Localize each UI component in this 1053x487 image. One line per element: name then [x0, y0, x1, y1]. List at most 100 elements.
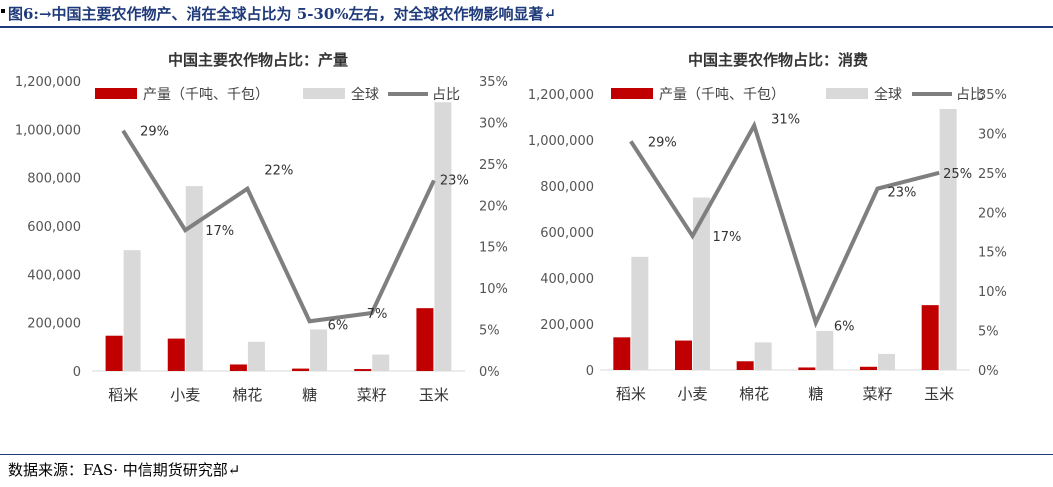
legend-swatch-world: [303, 88, 345, 99]
y-left-tick-label: 1,000,000: [15, 123, 81, 138]
bar-world-糖: [310, 329, 328, 371]
y-left-tick-label: 400,000: [540, 272, 594, 287]
chart-legend: 产量（千吨、千包） 全球 占比: [611, 86, 984, 103]
category-label: 稻米: [108, 386, 138, 404]
bar-world-棉花: [754, 342, 772, 370]
bar-world-稻米: [123, 250, 141, 371]
share-data-label: 17%: [205, 224, 234, 239]
category-label: 玉米: [924, 385, 954, 403]
category-label: 玉米: [419, 386, 449, 404]
figure-title: 图6:→中国主要农作物产、消在全球占比为 5-30%左右，对全球农作物影响显著↵: [8, 5, 557, 23]
legend-swatch-world: [826, 88, 868, 99]
share-line: [121, 129, 436, 324]
bar-world-糖: [816, 330, 834, 370]
share-data-label: 23%: [440, 173, 469, 188]
legend-swatch-china: [611, 88, 653, 99]
bar-china-糖: [292, 368, 310, 371]
y-right-tick-label: 0%: [479, 365, 500, 380]
bar-china-菜籽: [860, 366, 877, 370]
category-label: 小麦: [170, 386, 200, 404]
y-left-tick-label: 200,000: [27, 317, 81, 332]
header-rule: [0, 26, 1053, 28]
y-left-tick-label: 600,000: [540, 226, 594, 241]
share-data-label: 23%: [888, 186, 917, 201]
source-note: 数据来源：FAS· 中信期货研究部↵: [8, 461, 241, 479]
legend-label-share: 占比: [956, 87, 984, 103]
y-right-tick-label: 20%: [479, 199, 508, 214]
share-data-label: 6%: [834, 320, 855, 335]
y-right-tick-label: 15%: [978, 246, 1007, 261]
share-data-label: 29%: [648, 135, 677, 150]
share-data-label: 29%: [140, 125, 169, 140]
y-right-tick-label: 5%: [978, 325, 999, 340]
y-left-tick-label: 1,200,000: [15, 75, 81, 90]
bar-world-棉花: [247, 341, 265, 371]
chart-legend: 产量（千吨、千包） 全球 占比: [95, 86, 460, 103]
bar-china-菜籽: [354, 369, 372, 371]
bar-china-棉花: [229, 364, 247, 371]
category-label: 糖: [808, 385, 823, 403]
y-right-tick-label: 15%: [479, 241, 508, 256]
legend-swatch-china: [95, 88, 137, 99]
bullet-marker: [1, 9, 5, 13]
bar-world-玉米: [939, 108, 957, 370]
y-left-tick-label: 0: [73, 365, 81, 380]
legend-label-world: 全球: [874, 86, 902, 103]
category-label: 棉花: [739, 385, 769, 403]
bar-china-糖: [798, 367, 816, 370]
category-label: 稻米: [616, 385, 646, 403]
y-right-tick-label: 20%: [978, 206, 1007, 221]
y-right-tick-label: 25%: [978, 167, 1007, 182]
y-right-tick-label: 35%: [978, 88, 1007, 103]
y-left-tick-label: 0: [586, 364, 594, 379]
y-right-tick-label: 10%: [978, 285, 1007, 300]
bar-world-小麦: [693, 197, 710, 370]
bar-world-菜籽: [372, 354, 390, 371]
share-data-label: 22%: [264, 164, 293, 179]
y-left-tick-label: 400,000: [27, 268, 81, 283]
chart-title: 中国主要农作物占比：消费: [688, 51, 868, 69]
y-right-tick-label: 0%: [978, 364, 999, 379]
category-label: 菜籽: [862, 385, 892, 403]
share-data-label: 7%: [367, 307, 388, 322]
chart-production: 中国主要农作物占比：产量产量（千吨、千包） 全球 占比 0 200,000 400,000…: [0, 34, 520, 430]
bar-world-菜籽: [878, 353, 895, 370]
chart-title: 中国主要农作物占比：产量: [168, 51, 348, 69]
y-right-tick-label: 5%: [479, 324, 500, 339]
category-label: 糖: [302, 386, 317, 404]
category-label: 棉花: [232, 386, 262, 404]
y-right-tick-label: 30%: [978, 127, 1007, 142]
bar-china-玉米: [921, 305, 939, 370]
bar-world-玉米: [434, 102, 452, 372]
bar-world-小麦: [185, 186, 203, 371]
share-data-label: 17%: [713, 230, 742, 245]
y-right-tick-label: 35%: [479, 75, 508, 90]
legend-label-china: 产量（千吨、千包）: [659, 87, 785, 103]
y-left-tick-label: 800,000: [540, 180, 594, 195]
share-data-label: 6%: [328, 318, 349, 333]
bar-world-稻米: [631, 256, 649, 370]
category-label: 菜籽: [357, 386, 387, 404]
y-right-tick-label: 30%: [479, 116, 508, 131]
bar-china-小麦: [675, 340, 692, 370]
share-data-label: 25%: [943, 167, 972, 182]
bar-china-小麦: [167, 338, 185, 371]
y-right-tick-label: 10%: [479, 282, 508, 297]
legend-label-china: 产量（千吨、千包）: [143, 87, 269, 103]
share-line: [629, 120, 940, 329]
y-left-tick-label: 1,200,000: [528, 88, 594, 103]
legend-label-share: 占比: [432, 87, 460, 103]
y-left-tick-label: 1,000,000: [528, 134, 594, 149]
figure-footer: 数据来源：FAS· 中信期货研究部↵: [0, 452, 1053, 487]
bar-china-稻米: [105, 335, 123, 371]
y-right-tick-label: 25%: [479, 158, 508, 173]
footer-rule: [0, 454, 1053, 455]
bar-china-玉米: [416, 308, 434, 371]
y-left-tick-label: 800,000: [27, 172, 81, 187]
share-data-label: 31%: [771, 113, 800, 128]
y-left-tick-label: 200,000: [540, 318, 594, 333]
figure-header: 图6:→中国主要农作物产、消在全球占比为 5-30%左右，对全球农作物影响显著↵: [0, 0, 1053, 28]
chart-consumption: 中国主要农作物占比：消费产量（千吨、千包） 全球 占比 0 200,000 400,000…: [520, 34, 1040, 430]
